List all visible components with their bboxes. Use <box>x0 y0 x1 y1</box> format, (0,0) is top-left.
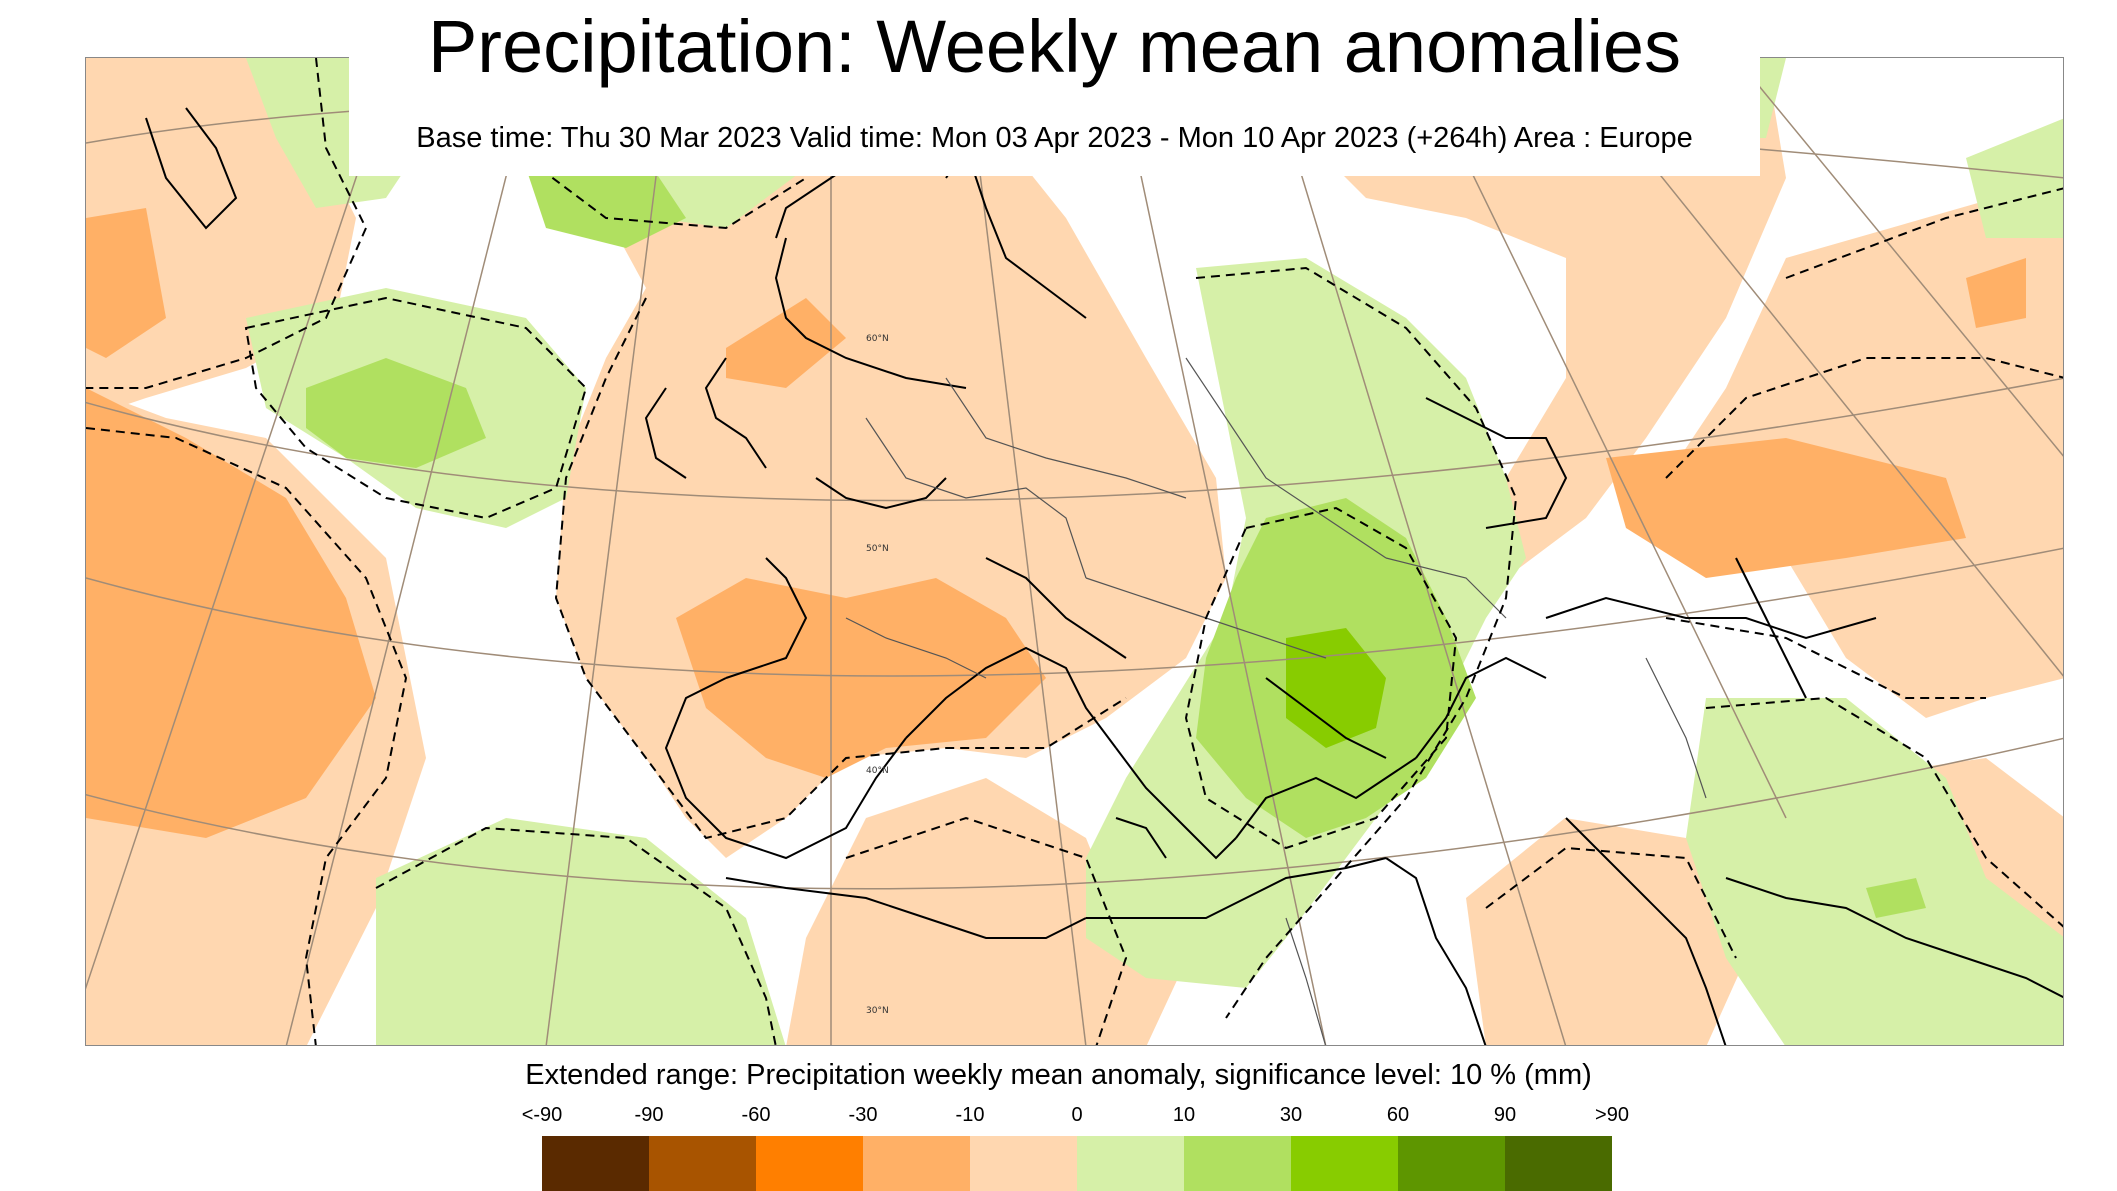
legend-swatch <box>863 1136 970 1191</box>
legend-swatch <box>1291 1136 1398 1191</box>
legend-label: 10 <box>1172 1104 1196 1126</box>
legend-swatch <box>649 1136 756 1191</box>
map-canvas: 60°N 50°N 40°N 30°N <box>86 58 2063 1045</box>
legend-label: 90 <box>1493 1104 1517 1126</box>
legend-swatch <box>1398 1136 1505 1191</box>
lat-label-30n: 30°N <box>866 1006 889 1016</box>
legend-label: <-90 <box>521 1104 563 1126</box>
legend-swatch <box>1505 1136 1612 1191</box>
legend-label: 30 <box>1279 1104 1303 1126</box>
significance-contours <box>86 58 2063 1045</box>
legend-label: -60 <box>741 1104 771 1126</box>
legend-swatch <box>1077 1136 1184 1191</box>
legend-labels: <-90 -90 -60 -30 -10 0 10 30 60 90 >90 <box>522 1104 1629 1128</box>
legend-label: 60 <box>1386 1104 1410 1126</box>
legend-label: -10 <box>955 1104 985 1126</box>
legend-label: 0 <box>1071 1104 1083 1126</box>
title-box: Precipitation: Weekly mean anomalies Bas… <box>349 0 1760 176</box>
chart-title: Precipitation: Weekly mean anomalies <box>427 5 1682 88</box>
precipitation-anomaly-map: 60°N 50°N 40°N 30°N <box>85 57 2064 1046</box>
legend-label: >90 <box>1595 1104 1629 1126</box>
latitude-labels: 60°N 50°N 40°N 30°N <box>866 334 889 1016</box>
legend-swatch <box>1184 1136 1291 1191</box>
legend-title: Extended range: Precipitation weekly mea… <box>525 1059 1592 1091</box>
legend-swatch <box>542 1136 649 1191</box>
chart-subtitle: Base time: Thu 30 Mar 2023 Valid time: M… <box>416 122 1693 154</box>
legend-swatch <box>756 1136 863 1191</box>
lat-label-50n: 50°N <box>866 544 889 554</box>
legend-color-bar <box>542 1136 1612 1191</box>
lat-label-60n: 60°N <box>866 334 889 344</box>
graticule-lines <box>86 58 2063 1045</box>
legend-label: -30 <box>848 1104 878 1126</box>
legend-label: -90 <box>634 1104 664 1126</box>
legend-swatch <box>970 1136 1077 1191</box>
lat-label-40n: 40°N <box>866 766 889 776</box>
